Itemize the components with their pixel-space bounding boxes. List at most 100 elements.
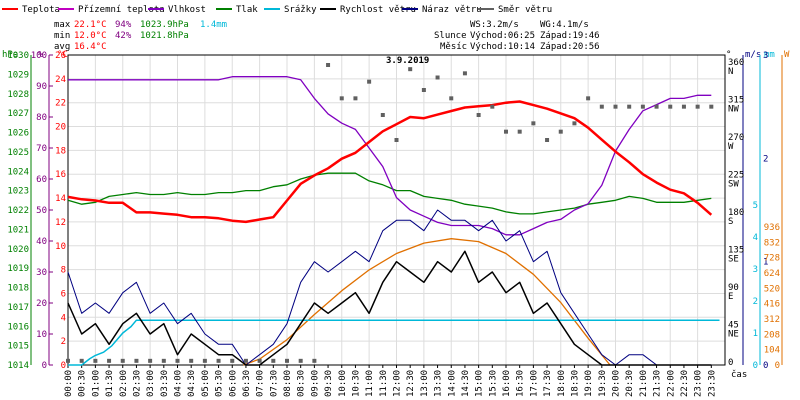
wind-direction-point: [298, 358, 303, 363]
stat-min-label: min: [54, 31, 70, 41]
x-tick-label: 05:00: [201, 370, 211, 397]
wind-direction-point: [586, 96, 591, 101]
x-tick-label: 06:30: [242, 370, 252, 397]
ms-tick-label: 1: [763, 258, 768, 268]
info-moon-rise: Východ:10:14: [470, 42, 535, 52]
x-tick-label: 02:30: [132, 370, 142, 397]
series-line-naraz-vetru: [67, 209, 712, 366]
pct-tick-label: 30: [36, 268, 47, 278]
dir-unit-label: °: [726, 50, 731, 60]
hpa-tick-label: 1017: [7, 303, 29, 313]
hpa-tick-label: 1030: [7, 51, 29, 61]
wind-direction-point: [681, 104, 686, 109]
x-tick-label: 22:30: [680, 370, 690, 397]
hpa-tick-label: 1018: [7, 284, 29, 294]
series-layer: [66, 63, 720, 366]
x-tick-label: 08:00: [283, 370, 293, 397]
wm2-tick-label: 728: [764, 254, 780, 264]
hpa-tick-label: 1019: [7, 264, 29, 274]
pct-tick-label: 60: [36, 175, 47, 185]
wind-direction-point: [79, 358, 84, 363]
ms-tick-label: 2: [763, 154, 768, 164]
wind-direction-point: [202, 358, 207, 363]
temp-tick-label: 22: [55, 99, 66, 109]
wind-direction-point: [243, 358, 248, 363]
dir-tick-sublabel: S: [728, 217, 733, 227]
x-tick-label: 03:30: [160, 370, 170, 397]
pct-unit-label: %: [38, 50, 44, 60]
dir-tick-label: 180: [728, 208, 744, 218]
pct-tick-label: 20: [36, 299, 47, 309]
x-tick-label: 22:00: [666, 370, 676, 397]
hpa-tick-label: 1025: [7, 148, 29, 158]
wind-direction-point: [367, 79, 372, 84]
wind-direction-point: [462, 71, 467, 76]
wind-direction-point: [558, 129, 563, 134]
temp-tick-label: 26: [55, 51, 66, 61]
stat-avg-label: avg: [54, 42, 70, 52]
temp-tick-label: 10: [55, 242, 66, 252]
wind-direction-point: [93, 358, 98, 363]
x-tick-label: 05:30: [215, 370, 225, 397]
wind-direction-point: [175, 358, 180, 363]
legend-label: Tlak: [236, 5, 258, 15]
mm-tick-label: 5: [753, 201, 758, 211]
pct-tick-label: 50: [36, 206, 47, 216]
series-line-rychlost-vetru: [67, 250, 712, 366]
wind-direction-point: [339, 96, 344, 101]
wind-direction-point: [312, 358, 317, 363]
temp-tick-label: 6: [61, 289, 66, 299]
x-tick-label: 09:30: [324, 370, 334, 397]
wind-direction-point: [668, 104, 673, 109]
pct-tick-label: 80: [36, 113, 47, 123]
pct-tick-label: 10: [36, 330, 47, 340]
wm2-tick-label: 104: [764, 346, 780, 356]
x-tick-label: 09:00: [310, 370, 320, 397]
chart-title: 3.9.2019: [386, 56, 429, 66]
stat-min-hum: 42%: [115, 31, 132, 41]
temp-tick-label: 2: [61, 337, 66, 347]
stat-avg-temp: 16.4°C: [74, 42, 107, 52]
temp-tick-label: 14: [55, 194, 66, 204]
x-tick-label: 03:00: [146, 370, 156, 397]
x-tick-label: 14:00: [447, 370, 457, 397]
legend-label: Náraz větru: [422, 5, 482, 15]
stat-max-press: 1023.9hPa: [140, 20, 189, 30]
x-tick-label: 12:00: [393, 370, 403, 397]
dir-tick-sublabel: W: [728, 142, 734, 152]
hpa-tick-label: 1024: [7, 167, 29, 177]
legend-label: Srážky: [284, 5, 317, 15]
pct-tick-label: 0: [42, 361, 47, 371]
hpa-tick-label: 1014: [7, 361, 29, 371]
x-tick-label: 21:30: [653, 370, 663, 397]
hpa-tick-label: 1023: [7, 187, 29, 197]
legend-label: Teplota: [22, 5, 60, 15]
hpa-tick-label: 1016: [7, 322, 29, 332]
wind-direction-point: [66, 358, 70, 363]
legend-label: Rychlost větru: [340, 5, 416, 15]
wind-direction-point: [271, 358, 276, 363]
hpa-tick-label: 1028: [7, 90, 29, 100]
dir-tick-label: 270: [728, 133, 744, 143]
x-tick-label: 19:30: [598, 370, 608, 397]
x-tick-label: 16:00: [502, 370, 512, 397]
stat-max-rain: 1.4mm: [200, 20, 227, 30]
legend-label: Směr větru: [498, 5, 552, 15]
wind-direction-point: [654, 104, 659, 109]
ms-unit-label: m/s: [745, 50, 761, 60]
stat-min-press: 1021.8hPa: [140, 31, 189, 41]
info-block: WS:3.2m/s WG:4.1m/s Slunce Východ:06:25 …: [434, 20, 600, 52]
hpa-tick-label: 1029: [7, 70, 29, 80]
series-line-vlhkost: [68, 76, 712, 236]
wm2-tick-label: 832: [764, 238, 780, 248]
temp-unit-label: °C: [57, 50, 68, 60]
wm2-tick-label: 936: [764, 223, 780, 233]
wind-direction-point: [148, 358, 153, 363]
legend-label: Přízemní teplota: [78, 5, 165, 15]
legend: Teplota Přízemní teplota Vlhkost Tlak Srážky…: [2, 5, 552, 15]
legend-label: Vlhkost: [168, 5, 206, 15]
mm-tick-label: 0: [753, 361, 758, 371]
dir-tick-label: 45: [728, 321, 739, 331]
temp-tick-label: 24: [55, 75, 66, 85]
wind-direction-point: [504, 129, 508, 134]
